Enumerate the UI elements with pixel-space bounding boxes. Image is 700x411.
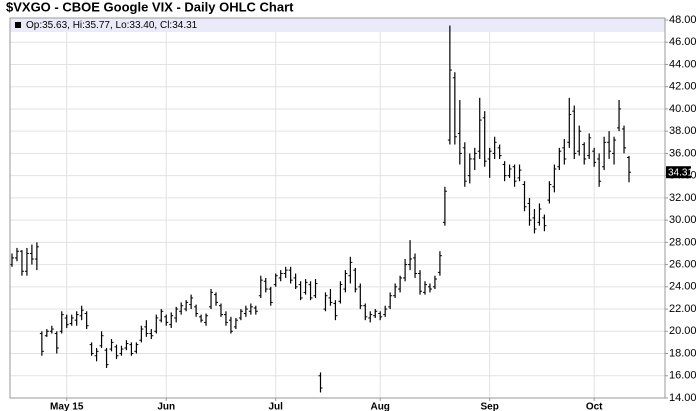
x-tick-label: May 15 [50, 402, 84, 411]
y-tick-label: 24.00 [669, 281, 697, 293]
y-tick-label: 20.00 [669, 325, 697, 337]
y-tick-label: 48.00 [669, 14, 697, 26]
y-tick-label: 18.00 [669, 347, 697, 359]
y-tick-label: 44.00 [669, 58, 697, 70]
x-tick-label: Aug [370, 402, 389, 411]
legend-strip [10, 18, 665, 32]
y-tick-label: 26.00 [669, 258, 697, 270]
marks [10, 25, 631, 393]
y-tick-label: 32.00 [669, 192, 697, 204]
y-tick-label: 40.00 [669, 103, 697, 115]
x-tick-label: Oct [586, 402, 603, 411]
y-tick-label: 38.00 [669, 125, 697, 137]
y-tick-label: 28.00 [669, 236, 697, 248]
y-tick-label: 16.00 [669, 370, 697, 382]
x-tick-label: Jul [268, 402, 283, 411]
y-tick-label: 46.00 [669, 36, 697, 48]
legend-text: Op:35.63, Hi:35.77, Lo:33.40, Cl:34.31 [26, 20, 198, 31]
x-tick-label: Sep [481, 402, 499, 411]
plot-frame [9, 17, 666, 399]
x-tick-label: Jun [157, 402, 175, 411]
y-tick-label: 42.00 [669, 81, 697, 93]
y-tick-label: 30.00 [669, 214, 697, 226]
chart-title: $VXGO - CBOE Google VIX - Daily OHLC Cha… [6, 0, 294, 14]
y-tick-label: 22.00 [669, 303, 697, 315]
legend-swatch [15, 22, 21, 28]
price-tag [666, 166, 691, 179]
grid [10, 19, 668, 401]
price-tag-label: 34.31 [668, 167, 693, 178]
y-tick-label: 14.00 [669, 392, 697, 404]
y-tick-label: 36.00 [669, 147, 697, 159]
